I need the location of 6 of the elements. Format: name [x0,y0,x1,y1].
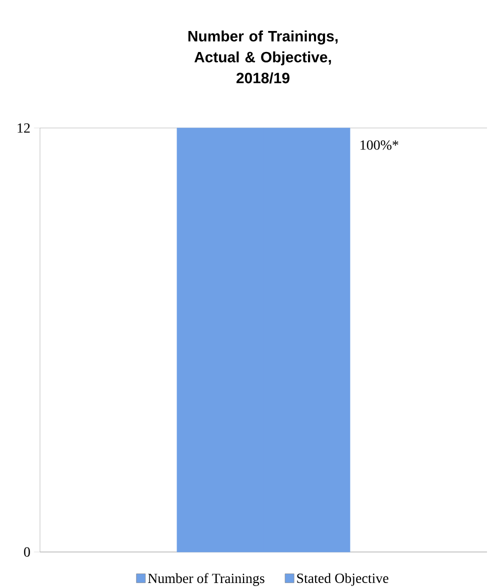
chart-title: Number of Trainings, Actual & Objective, 2018/19 [188,30,338,84]
annotation: 100%* [360,140,398,150]
y-tick-label: 0 [24,547,30,557]
y-tick-label: 12 [18,123,30,133]
legend-label: Number of Trainings [148,573,264,586]
legend-label: Stated Objective [297,573,388,586]
